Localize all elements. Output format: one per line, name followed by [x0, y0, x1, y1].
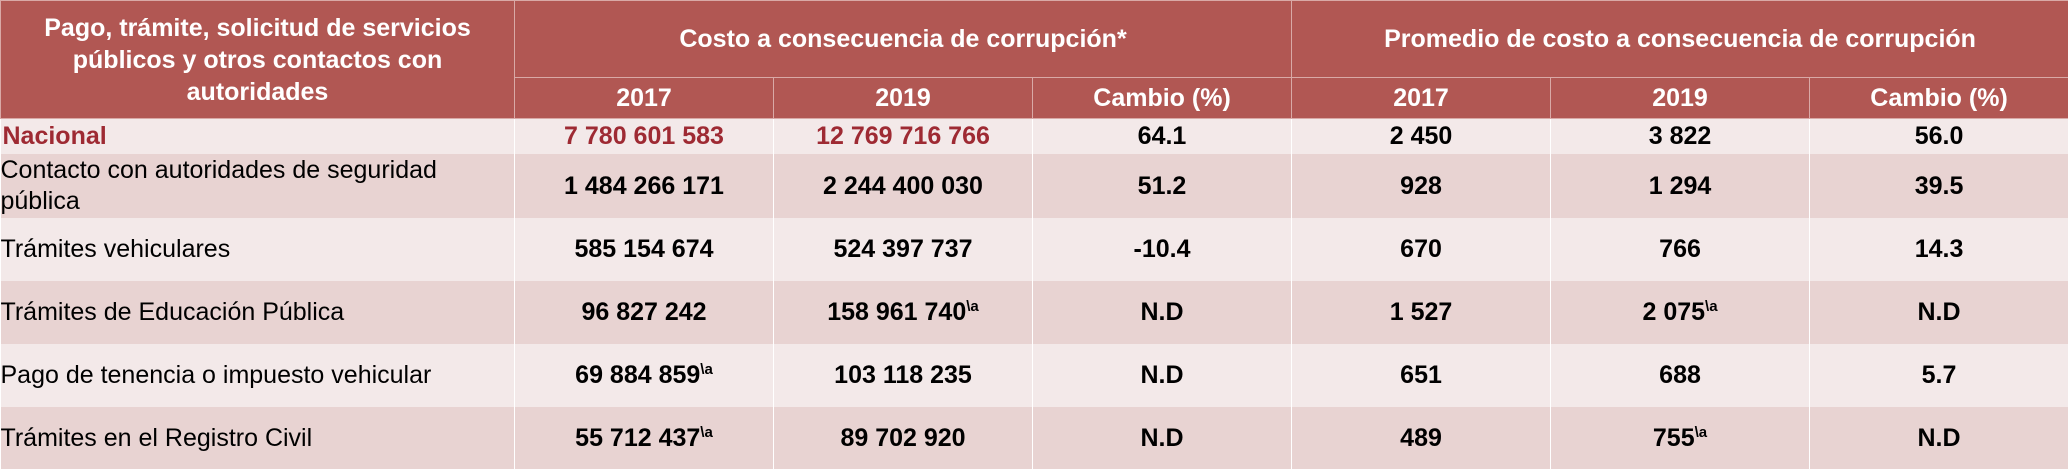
col-header-promedio-2017: 2017: [1292, 78, 1551, 119]
cell-promedio-2017: 1 527: [1292, 281, 1551, 344]
cell-promedio-2017: 489: [1292, 407, 1551, 469]
table-row: Pago de tenencia o impuesto vehicular 69…: [1, 344, 2068, 407]
row-header: Pago, trámite, solicitud de servicios pú…: [1, 1, 515, 119]
cell-promedio-2019: 688: [1551, 344, 1810, 407]
cell-promedio-2019: 2 075\a: [1551, 281, 1810, 344]
cell-costo-2019: 12 769 716 766: [774, 119, 1033, 155]
cell-promedio-cambio: N.D: [1810, 407, 2068, 469]
col-header-costo-2017: 2017: [515, 78, 774, 119]
row-label: Pago de tenencia o impuesto vehicular: [1, 344, 515, 407]
cell-promedio-2019: 766: [1551, 218, 1810, 281]
col-header-promedio-cambio: Cambio (%): [1810, 78, 2068, 119]
cell-promedio-cambio: 39.5: [1810, 154, 2068, 218]
cell-costo-2017: 1 484 266 171: [515, 154, 774, 218]
cell-costo-2017: 96 827 242: [515, 281, 774, 344]
table-row: Contacto con autoridades de seguridad pú…: [1, 154, 2068, 218]
group-header-promedio: Promedio de costo a consecuencia de corr…: [1292, 1, 2068, 78]
cell-costo-2017: 55 712 437\a: [515, 407, 774, 469]
col-header-promedio-2019: 2019: [1551, 78, 1810, 119]
cell-costo-2017: 585 154 674: [515, 218, 774, 281]
cell-costo-2017: 69 884 859\a: [515, 344, 774, 407]
cell-costo-cambio: N.D: [1033, 281, 1292, 344]
table-row: Nacional 7 780 601 583 12 769 716 766 64…: [1, 119, 2068, 155]
row-label: Trámites en el Registro Civil: [1, 407, 515, 469]
group-header-costo: Costo a consecuencia de corrupción*: [515, 1, 1292, 78]
cell-promedio-cambio: 14.3: [1810, 218, 2068, 281]
cell-promedio-2019: 1 294: [1551, 154, 1810, 218]
cell-costo-2017: 7 780 601 583: [515, 119, 774, 155]
row-label: Trámites vehiculares: [1, 218, 515, 281]
cell-promedio-2017: 670: [1292, 218, 1551, 281]
cell-promedio-2017: 2 450: [1292, 119, 1551, 155]
cell-costo-2019: 89 702 920: [774, 407, 1033, 469]
cell-costo-cambio: 64.1: [1033, 119, 1292, 155]
col-header-costo-2019: 2019: [774, 78, 1033, 119]
cell-promedio-cambio: N.D: [1810, 281, 2068, 344]
cell-costo-2019: 2 244 400 030: [774, 154, 1033, 218]
cell-promedio-2017: 928: [1292, 154, 1551, 218]
cell-costo-cambio: N.D: [1033, 407, 1292, 469]
cell-promedio-2019: 3 822: [1551, 119, 1810, 155]
cell-costo-cambio: 51.2: [1033, 154, 1292, 218]
cell-costo-cambio: N.D: [1033, 344, 1292, 407]
cell-costo-2019: 103 118 235: [774, 344, 1033, 407]
table-row: Trámites vehiculares 585 154 674 524 397…: [1, 218, 2068, 281]
row-label: Contacto con autoridades de seguridad pú…: [1, 154, 515, 218]
table-row: Trámites en el Registro Civil 55 712 437…: [1, 407, 2068, 469]
cell-promedio-cambio: 5.7: [1810, 344, 2068, 407]
cell-promedio-cambio: 56.0: [1810, 119, 2068, 155]
cell-promedio-2019: 755\a: [1551, 407, 1810, 469]
cell-costo-2019: 158 961 740\a: [774, 281, 1033, 344]
row-label: Trámites de Educación Pública: [1, 281, 515, 344]
table-row: Trámites de Educación Pública 96 827 242…: [1, 281, 2068, 344]
cell-costo-2019: 524 397 737: [774, 218, 1033, 281]
cell-costo-cambio: -10.4: [1033, 218, 1292, 281]
row-label: Nacional: [1, 119, 515, 155]
cell-promedio-2017: 651: [1292, 344, 1551, 407]
col-header-costo-cambio: Cambio (%): [1033, 78, 1292, 119]
